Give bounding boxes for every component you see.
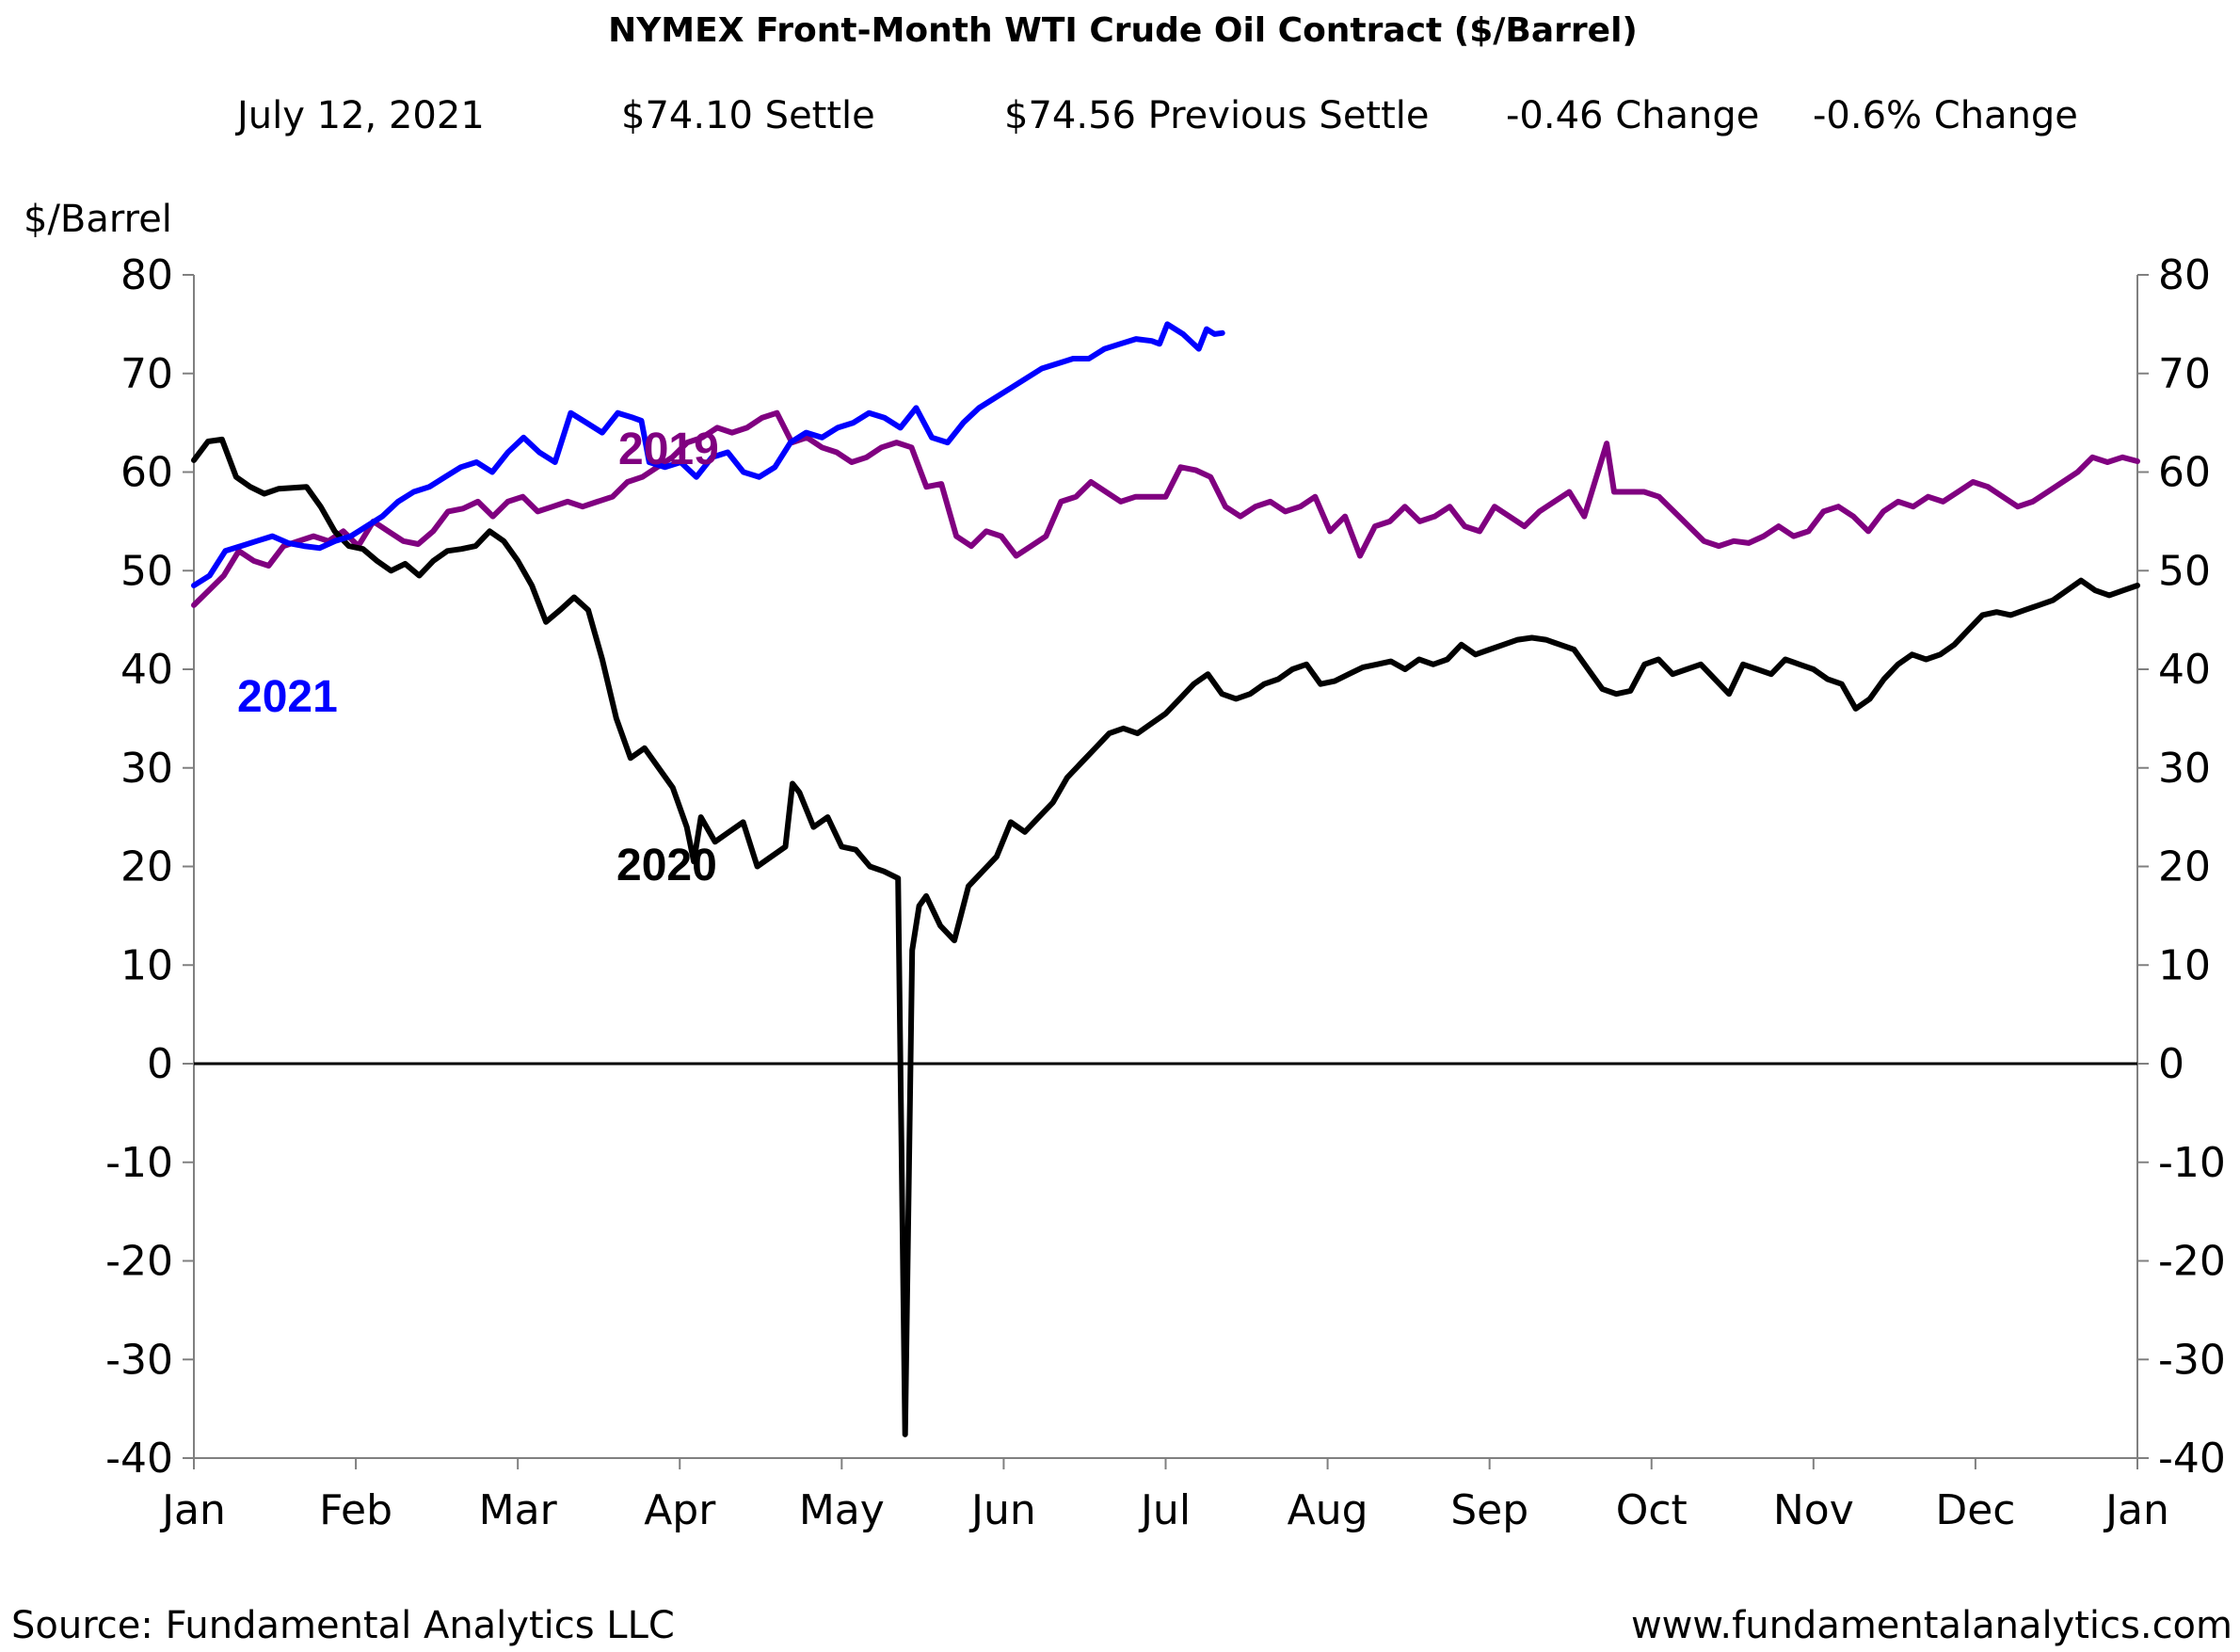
y-axis-left: 80 70 60 50 40 30 20 10 0 -10 -20 -30 -40 xyxy=(105,251,194,1483)
x-tick-label: Jul xyxy=(1138,1486,1191,1534)
x-tick-label: Jan xyxy=(2103,1486,2169,1534)
x-tick-label: Mar xyxy=(479,1486,558,1534)
y-tick-label-left: 50 xyxy=(120,547,173,595)
series-label-2020: 2020 xyxy=(616,841,717,890)
y-axis-right: 80 70 60 50 40 30 20 10 0 -10 -20 -30 -40 xyxy=(2137,251,2226,1483)
plot-frame xyxy=(193,275,2138,1459)
series-line-2021 xyxy=(191,321,1225,588)
y-axis-unit-label: $/Barrel xyxy=(24,198,172,241)
y-tick-label-right: 20 xyxy=(2158,843,2211,891)
series-label-2021: 2021 xyxy=(237,672,338,722)
series-line-2019 xyxy=(191,409,2140,608)
y-tick-label-left: -20 xyxy=(105,1238,173,1286)
y-tick-label-right: 80 xyxy=(2158,251,2211,299)
y-tick-label-right: 40 xyxy=(2158,646,2211,694)
y-tick-label-left: 20 xyxy=(120,843,173,891)
y-tick-label-right: 10 xyxy=(2158,941,2211,989)
x-tick-label: Nov xyxy=(1773,1486,1854,1534)
x-tick-label: May xyxy=(799,1486,885,1534)
y-tick-label-left: 40 xyxy=(120,646,173,694)
y-tick-label-left: 10 xyxy=(120,941,173,989)
y-tick-label-right: -30 xyxy=(2158,1336,2226,1384)
y-tick-label-left: -10 xyxy=(105,1139,173,1187)
y-tick-label-left: 0 xyxy=(147,1040,173,1088)
y-tick-label-left: 70 xyxy=(120,350,173,398)
x-axis: Jan Feb Mar Apr May Jun Jul Aug Sep Oct Nov Dec Jan xyxy=(159,1458,2169,1534)
previous-settle: $74.56 Previous Settle xyxy=(1004,94,1430,137)
series-line-2020 xyxy=(191,436,2140,1437)
x-tick-label: Oct xyxy=(1616,1486,1688,1534)
y-tick-label-right: 50 xyxy=(2158,547,2211,595)
x-tick-label: Aug xyxy=(1288,1486,1368,1534)
x-tick-label: Jun xyxy=(968,1486,1036,1534)
y-tick-label-left: 30 xyxy=(120,745,173,793)
settle-price: $74.10 Settle xyxy=(621,94,875,137)
y-tick-label-right: -40 xyxy=(2158,1435,2226,1483)
settle-date: July 12, 2021 xyxy=(234,94,485,137)
y-tick-label-right: 60 xyxy=(2158,449,2211,497)
x-tick-label: Jan xyxy=(159,1486,226,1534)
series-lines xyxy=(191,321,2140,1437)
y-tick-label-right: 30 xyxy=(2158,745,2211,793)
y-tick-label-left: 60 xyxy=(120,449,173,497)
y-tick-label-right: -20 xyxy=(2158,1238,2226,1286)
price-change: -0.46 Change xyxy=(1506,94,1759,137)
series-label-2019: 2019 xyxy=(618,425,719,474)
y-tick-label-right: 0 xyxy=(2158,1040,2184,1088)
website-link[interactable]: www.fundamentalanalytics.com xyxy=(1631,1604,2232,1647)
y-tick-label-left: -30 xyxy=(105,1336,173,1384)
x-tick-label: Apr xyxy=(644,1486,716,1534)
x-tick-label: Dec xyxy=(1935,1486,2015,1534)
y-tick-label-left: 80 xyxy=(120,251,173,299)
y-tick-label-right: 70 xyxy=(2158,350,2211,398)
y-tick-label-right: -10 xyxy=(2158,1139,2226,1187)
x-tick-label: Feb xyxy=(319,1486,392,1534)
y-tick-label-left: -40 xyxy=(105,1435,173,1483)
chart-title: NYMEX Front-Month WTI Crude Oil Contract… xyxy=(608,11,1638,50)
source-note: Source: Fundamental Analytics LLC xyxy=(11,1604,675,1647)
percent-change: -0.6% Change xyxy=(1813,94,2078,137)
x-tick-label: Sep xyxy=(1450,1486,1528,1534)
